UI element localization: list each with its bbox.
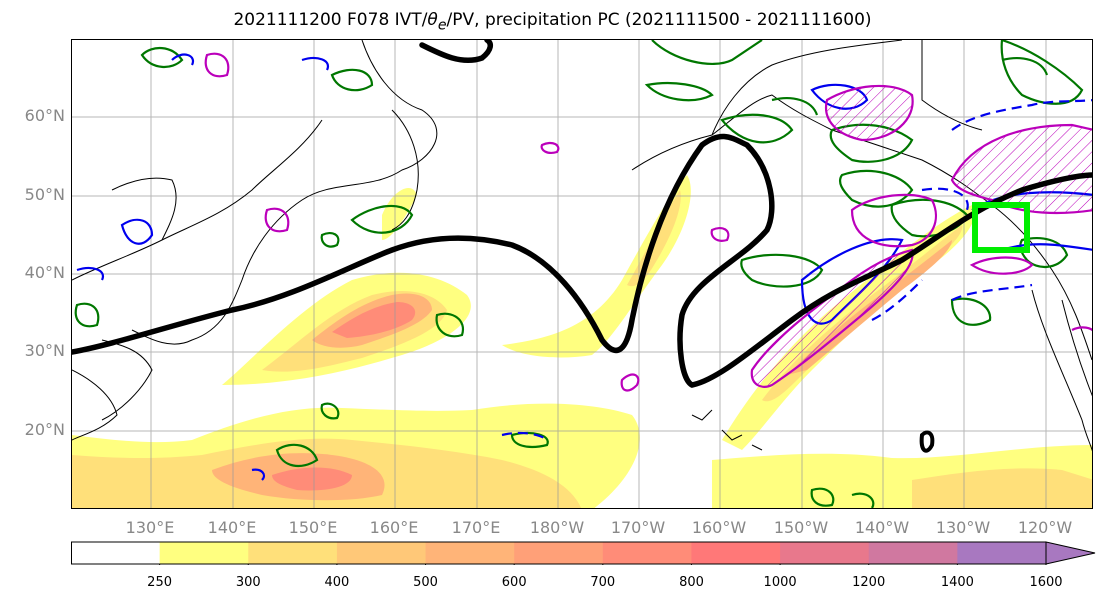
lat-label-60n: 60°N bbox=[24, 106, 65, 125]
lon-label-180w: 180°W bbox=[529, 518, 585, 537]
colorbar-tick-label: 250 bbox=[147, 575, 173, 590]
map-title: 2021111200 F078 IVT/θe/PV, precipitation… bbox=[0, 10, 1105, 33]
title-prefix: 2021111200 F078 IVT/ bbox=[233, 10, 428, 30]
colorbar-swatch bbox=[602, 542, 692, 564]
lon-label-130e: 130°E bbox=[125, 518, 175, 537]
colorbar-outline bbox=[71, 541, 1046, 565]
graticule bbox=[72, 40, 1092, 508]
colorbar-tick-label: 1400 bbox=[940, 575, 974, 590]
lon-label-170e: 170°E bbox=[451, 518, 501, 537]
title-theta: θ bbox=[427, 10, 438, 30]
target-region-box bbox=[972, 202, 1030, 253]
colorbar-swatch bbox=[336, 542, 427, 564]
colorbar-tick-label: 400 bbox=[324, 575, 350, 590]
ivt-shading-west bbox=[222, 187, 471, 385]
colorbar-swatch bbox=[780, 542, 870, 564]
colorbar-swatch bbox=[691, 542, 781, 564]
colorbar-swatch bbox=[159, 542, 249, 564]
colorbar-tick-label: 600 bbox=[501, 575, 527, 590]
colorbar-swatch bbox=[957, 542, 1047, 564]
lon-label-150e: 150°E bbox=[288, 518, 338, 537]
title-theta-sub: e bbox=[437, 17, 447, 34]
colorbar-swatch bbox=[71, 542, 161, 564]
lat-label-40n: 40°N bbox=[24, 263, 65, 282]
colorbar-tick-label: 1000 bbox=[763, 575, 797, 590]
lon-label-120w: 120°W bbox=[1017, 518, 1073, 537]
lat-label-30n: 30°N bbox=[24, 341, 65, 360]
colorbar-tick-label: 1600 bbox=[1029, 575, 1063, 590]
title-suffix: /PV, precipitation PC (2021111500 - 2021… bbox=[446, 10, 872, 30]
lon-label-160e: 160°E bbox=[369, 518, 419, 537]
colorbar-swatch bbox=[425, 542, 515, 564]
colorbar-tick-label: 700 bbox=[590, 575, 616, 590]
colorbar-tick-label: 1200 bbox=[852, 575, 886, 590]
colorbar-swatches bbox=[71, 541, 1096, 565]
lon-label-140e: 140°E bbox=[207, 518, 257, 537]
lon-label-150w: 150°W bbox=[773, 518, 829, 537]
precip-pc-contours bbox=[204, 52, 1092, 392]
colorbar bbox=[71, 541, 1097, 565]
lon-label-170w: 170°W bbox=[610, 518, 666, 537]
lat-label-20n: 20°N bbox=[24, 420, 65, 439]
lon-label-140w: 140°W bbox=[854, 518, 910, 537]
lat-label-50n: 50°N bbox=[24, 185, 65, 204]
ivt-shading-south bbox=[72, 403, 1092, 508]
colorbar-tick-label: 800 bbox=[679, 575, 704, 590]
ivt-contour bbox=[72, 40, 1092, 453]
colorbar-swatch bbox=[248, 542, 338, 564]
map-canvas bbox=[72, 40, 1092, 508]
map-panel bbox=[71, 39, 1093, 509]
colorbar-tick-label: 300 bbox=[235, 575, 261, 590]
colorbar-extend-arrow bbox=[1045, 541, 1096, 565]
colorbar-tick-label: 500 bbox=[413, 575, 438, 590]
lon-label-160w: 160°W bbox=[691, 518, 747, 537]
colorbar-swatch bbox=[868, 542, 958, 564]
colorbar-swatch bbox=[514, 542, 604, 564]
lon-label-130w: 130°W bbox=[935, 518, 991, 537]
